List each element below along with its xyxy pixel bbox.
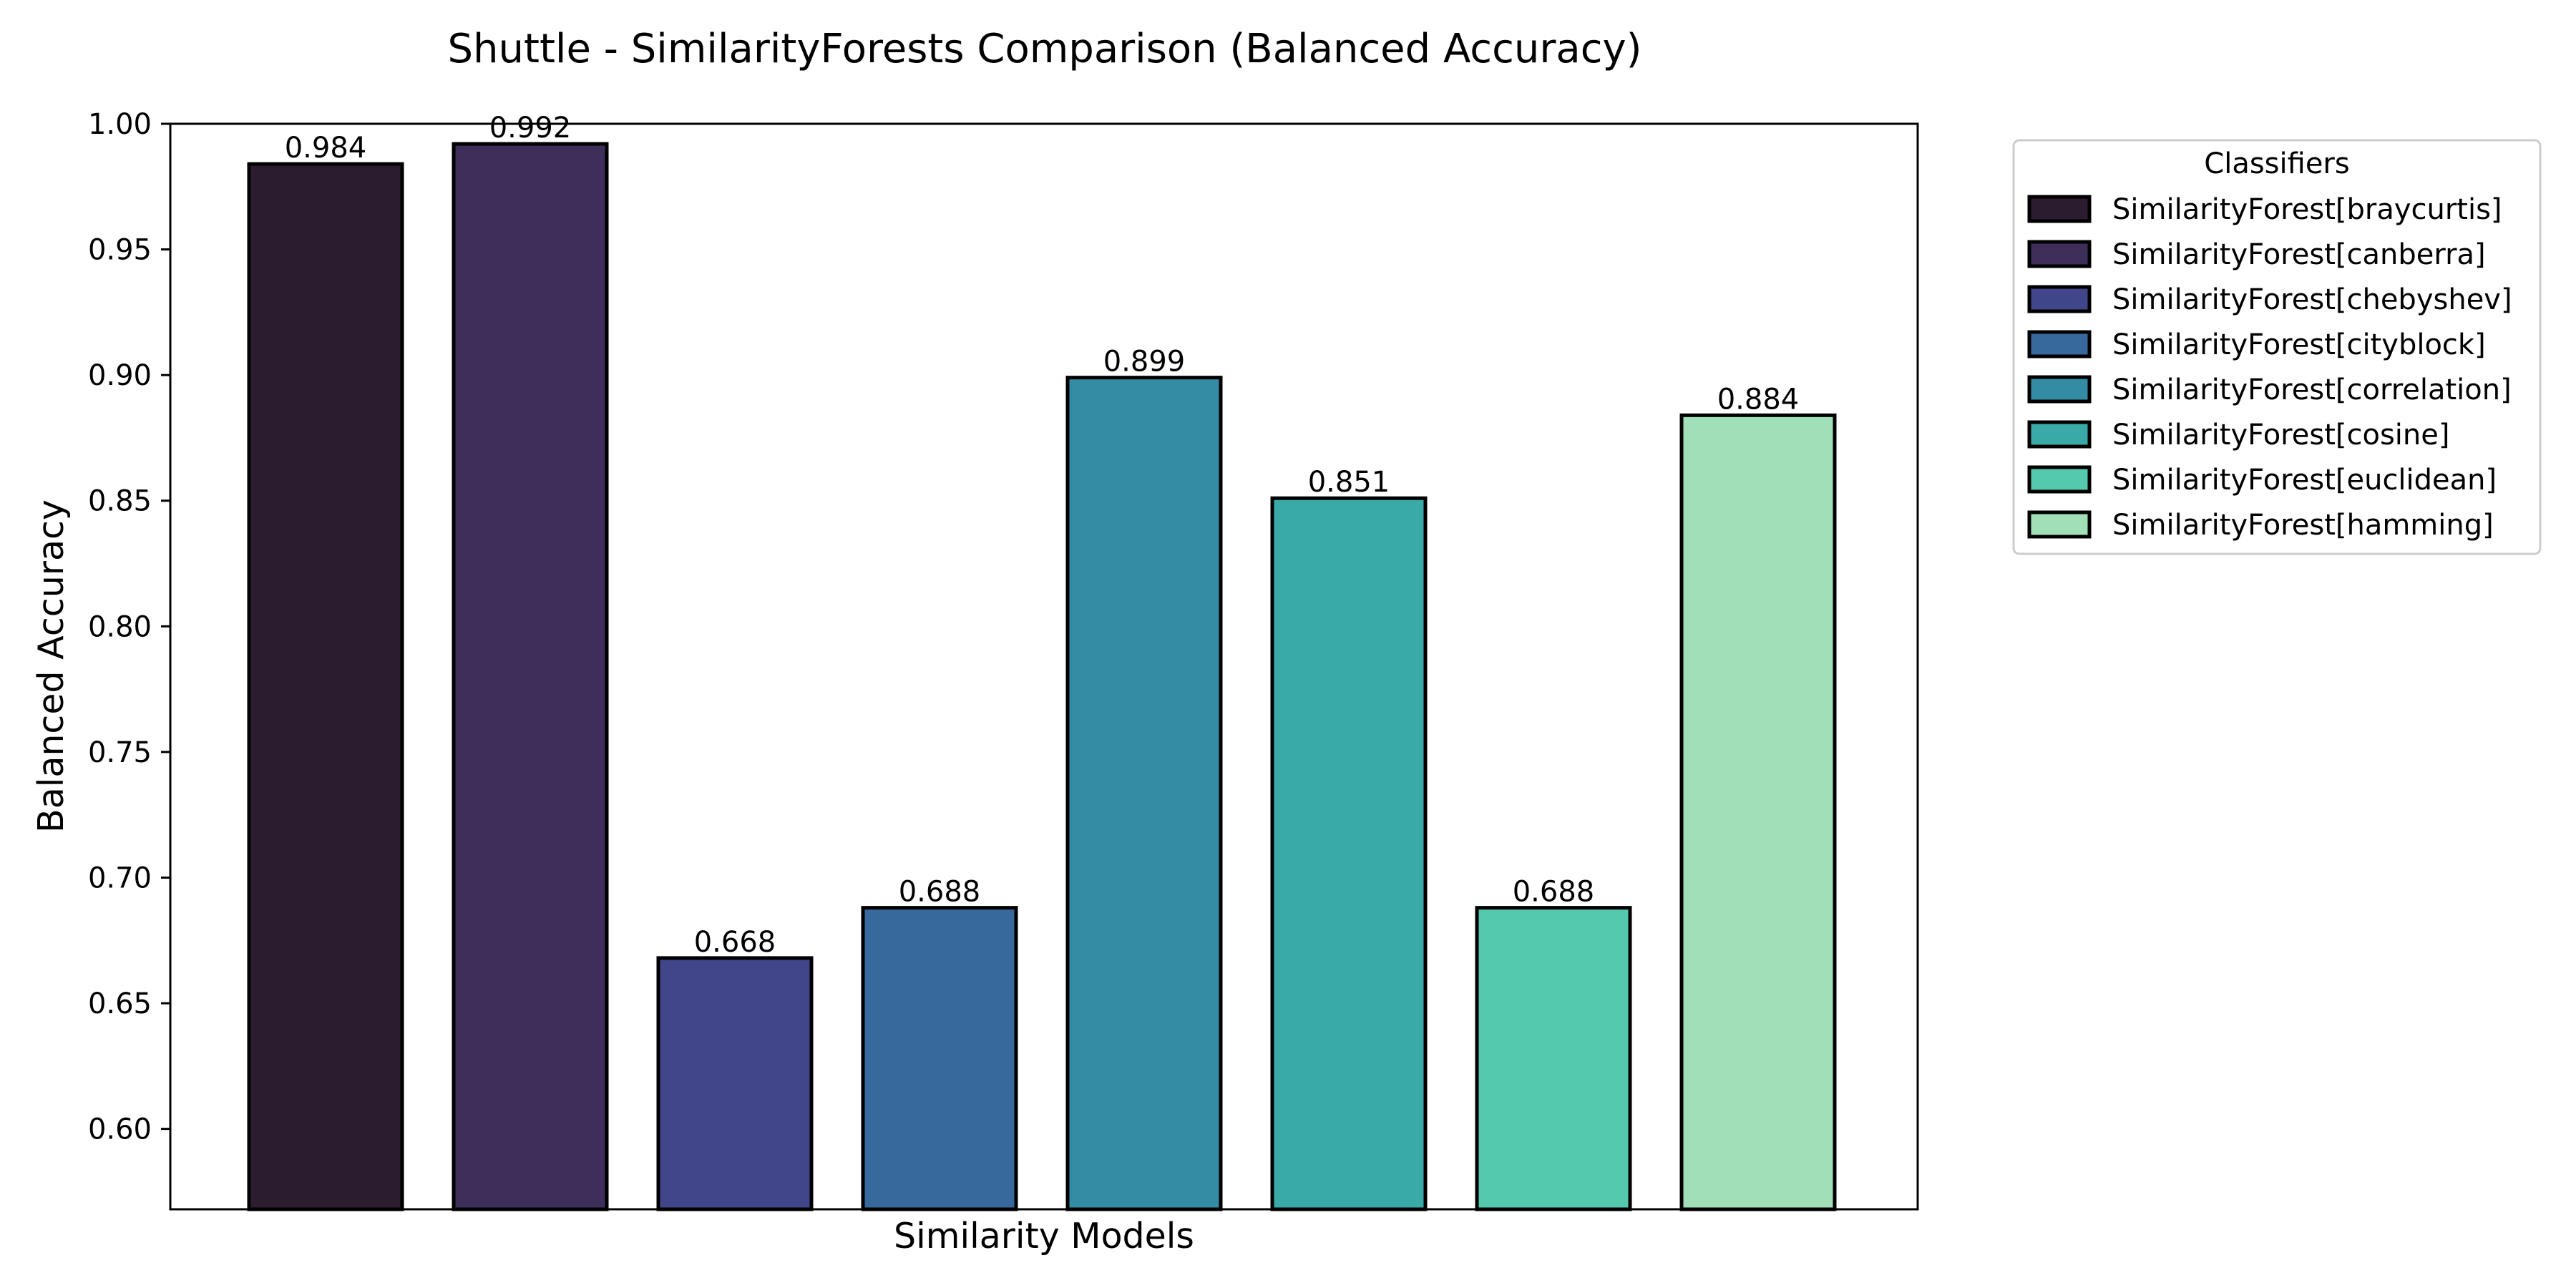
- bar-5: [1065, 376, 1223, 1211]
- y-tick-label: 0.95: [88, 234, 152, 267]
- legend-label-7: SimilarityForest[euclidean]: [2112, 464, 2497, 497]
- legend-swatch-2: [2027, 240, 2092, 268]
- bar-1: [247, 162, 404, 1211]
- data-labels-layer: 0.984 0.992 0.668 0.688 0.899 0.851 0.688 0.884: [285, 112, 1800, 959]
- chart-title: Shuttle - SimilarityForests Comparison (…: [447, 26, 1641, 72]
- legend-label-2: SimilarityForest[canberra]: [2112, 238, 2486, 271]
- bar-value-label-6: 0.851: [1308, 466, 1390, 499]
- bar-4: [861, 906, 1018, 1211]
- x-axis-label: Similarity Models: [894, 1216, 1194, 1257]
- y-tick-label: 0.80: [88, 610, 152, 643]
- legend-swatch-4: [2027, 330, 2092, 358]
- y-tick-label: 0.60: [88, 1113, 152, 1146]
- legend-label-3: SimilarityForest[chebyshev]: [2112, 283, 2512, 316]
- bar-value-label-2: 0.992: [489, 112, 572, 145]
- bars-layer: [247, 142, 1837, 1211]
- legend-label-4: SimilarityForest[cityblock]: [2112, 328, 2486, 361]
- bar-7: [1475, 906, 1632, 1211]
- legend-swatch-3: [2027, 285, 2092, 313]
- plot-frame: [169, 122, 1919, 1211]
- legend-swatch-7: [2027, 465, 2092, 494]
- y-tick-label: 0.70: [88, 862, 152, 894]
- legend-label-5: SimilarityForest[correlation]: [2112, 374, 2512, 406]
- legend-label-1: SimilarityForest[braycurtis]: [2112, 193, 2502, 226]
- bar-value-label-3: 0.668: [694, 926, 776, 959]
- bar-6: [1270, 496, 1428, 1211]
- legend: Classifiers SimilarityForest[braycurtis]…: [2012, 139, 2542, 555]
- legend-swatch-8: [2027, 510, 2092, 539]
- legend-label-8: SimilarityForest[hamming]: [2112, 509, 2494, 542]
- legend-swatch-1: [2027, 195, 2092, 223]
- legend-entries: SimilarityForest[braycurtis] SimilarityFo…: [2027, 193, 2512, 542]
- y-tick-label: 0.85: [88, 485, 152, 518]
- bar-3: [656, 956, 814, 1211]
- y-axis-label: Balanced Accuracy: [31, 499, 72, 833]
- bar-value-label-1: 0.984: [285, 132, 367, 165]
- y-axis: 0.60 0.65 0.70 0.75 0.80 0.85 0.90 0.95 1.00: [88, 108, 170, 1146]
- bar-value-label-7: 0.688: [1513, 876, 1595, 909]
- bar-value-label-4: 0.688: [899, 876, 981, 909]
- bar-8: [1679, 413, 1837, 1211]
- legend-title: Classifiers: [2204, 147, 2349, 180]
- legend-swatch-6: [2027, 420, 2092, 449]
- y-tick-label: 0.65: [88, 987, 152, 1020]
- bar-2: [452, 142, 609, 1211]
- y-tick-label: 1.00: [88, 108, 152, 141]
- y-tick-label: 0.75: [88, 736, 152, 769]
- y-tick-label: 0.90: [88, 359, 152, 392]
- legend-label-6: SimilarityForest[cosine]: [2112, 419, 2449, 452]
- bar-value-label-8: 0.884: [1717, 383, 1800, 416]
- legend-swatch-5: [2027, 375, 2092, 404]
- legend-frame: [2012, 139, 2542, 555]
- bar-value-label-5: 0.899: [1103, 346, 1186, 379]
